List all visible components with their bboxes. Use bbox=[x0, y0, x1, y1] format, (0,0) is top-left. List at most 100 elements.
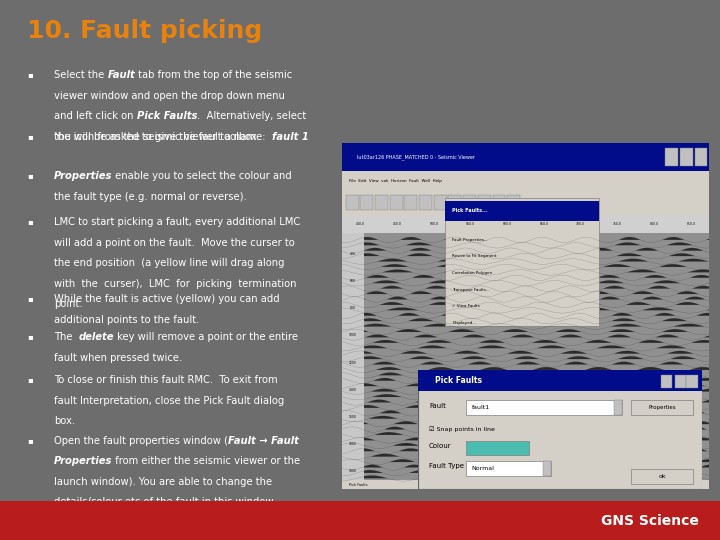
Bar bbox=[342, 215, 709, 489]
Text: ▪: ▪ bbox=[27, 375, 33, 384]
Text: Fault: Fault bbox=[429, 402, 446, 409]
Text: details/colour etc of the fault in this window.: details/colour etc of the fault in this … bbox=[54, 497, 276, 508]
Text: Fault → Fault: Fault → Fault bbox=[228, 436, 299, 446]
Text: 850.0: 850.0 bbox=[686, 222, 696, 226]
Text: Colour: Colour bbox=[429, 443, 451, 449]
Text: 650.0: 650.0 bbox=[539, 222, 549, 226]
Text: To close or finish this fault RMC.  To exit from: To close or finish this fault RMC. To ex… bbox=[54, 375, 278, 386]
Text: Resize to Fit Segment: Resize to Fit Segment bbox=[452, 254, 497, 259]
Text: and left click on: and left click on bbox=[54, 111, 137, 122]
Text: additional points to the fault.: additional points to the fault. bbox=[54, 315, 199, 325]
Text: 800: 800 bbox=[350, 306, 356, 310]
Text: Properties: Properties bbox=[54, 456, 112, 467]
Text: 1800: 1800 bbox=[349, 442, 357, 446]
Text: You will be asked to give the fault a name:: You will be asked to give the fault a na… bbox=[54, 132, 271, 143]
Text: 1400: 1400 bbox=[349, 388, 357, 392]
Text: will add a point on the fault.  Move the curser to: will add a point on the fault. Move the … bbox=[54, 238, 294, 248]
Text: enable you to select the colour and: enable you to select the colour and bbox=[112, 171, 292, 181]
Text: fault when pressed twice.: fault when pressed twice. bbox=[54, 353, 182, 363]
Text: 1200: 1200 bbox=[349, 361, 357, 365]
Bar bbox=[463, 195, 476, 211]
Text: 750.0: 750.0 bbox=[613, 222, 622, 226]
Text: 600: 600 bbox=[350, 279, 356, 283]
Bar bbox=[680, 148, 693, 166]
Text: Fault Properties...: Fault Properties... bbox=[452, 238, 487, 242]
Bar bbox=[466, 461, 552, 476]
Bar bbox=[0, 501, 720, 540]
Text: launch window). You are able to change the: launch window). You are able to change t… bbox=[54, 477, 272, 487]
Text: fault 1: fault 1 bbox=[271, 132, 309, 143]
Text: viewer window and open the drop down menu: viewer window and open the drop down men… bbox=[54, 91, 285, 101]
Bar bbox=[695, 148, 707, 166]
Text: from either the seismic viewer or the: from either the seismic viewer or the bbox=[112, 456, 301, 467]
Bar bbox=[405, 195, 418, 211]
Bar bbox=[631, 469, 693, 484]
Bar bbox=[449, 195, 462, 211]
Bar bbox=[466, 441, 528, 455]
Text: Fault Type: Fault Type bbox=[429, 463, 464, 469]
Text: lut03ar126 PHASE_MATCHED 0 - Seismic Viewer: lut03ar126 PHASE_MATCHED 0 - Seismic Vie… bbox=[356, 154, 474, 160]
Text: ▪: ▪ bbox=[27, 332, 33, 341]
Bar bbox=[466, 400, 622, 415]
Text: the fault type (e.g. normal or reverse).: the fault type (e.g. normal or reverse). bbox=[54, 192, 247, 202]
Text: ✓ View Faults: ✓ View Faults bbox=[452, 304, 480, 308]
Bar bbox=[390, 195, 402, 211]
Bar bbox=[507, 195, 520, 211]
Bar bbox=[342, 171, 709, 192]
Text: key will remove a point or the entire: key will remove a point or the entire bbox=[114, 332, 298, 342]
Text: ☑ Snap points in line: ☑ Snap points in line bbox=[429, 427, 495, 432]
Text: Correlation Polygon: Correlation Polygon bbox=[452, 271, 492, 275]
Text: Open the fault properties window (: Open the fault properties window ( bbox=[54, 436, 228, 446]
Bar bbox=[346, 195, 359, 211]
Text: 600.0: 600.0 bbox=[503, 222, 512, 226]
Text: Pick Faults: Pick Faults bbox=[137, 111, 197, 122]
Text: 1600: 1600 bbox=[349, 415, 357, 419]
Text: GNS Science: GNS Science bbox=[600, 514, 698, 528]
Bar bbox=[433, 195, 446, 211]
Bar bbox=[375, 195, 388, 211]
Text: tab from the top of the seismic: tab from the top of the seismic bbox=[135, 70, 292, 80]
Text: fault1: fault1 bbox=[472, 405, 490, 410]
Bar bbox=[342, 215, 709, 233]
Text: ▪: ▪ bbox=[27, 70, 33, 79]
Text: ▪: ▪ bbox=[27, 217, 33, 226]
Text: ▪: ▪ bbox=[27, 436, 33, 445]
Text: 400.0: 400.0 bbox=[356, 222, 365, 226]
Bar bbox=[661, 375, 672, 388]
Bar bbox=[492, 195, 505, 211]
Text: 800.0: 800.0 bbox=[649, 222, 659, 226]
Text: box.: box. bbox=[54, 416, 75, 427]
Text: Normal: Normal bbox=[472, 466, 495, 471]
Bar bbox=[631, 400, 693, 415]
Text: The: The bbox=[54, 332, 78, 342]
Bar bbox=[419, 195, 432, 211]
Text: Pick Faults: Pick Faults bbox=[349, 483, 368, 487]
Text: 550.0: 550.0 bbox=[466, 222, 475, 226]
Text: 1000: 1000 bbox=[349, 333, 357, 338]
Text: 10. Fault picking: 10. Fault picking bbox=[27, 19, 263, 43]
Bar bbox=[543, 461, 552, 476]
Text: 500.0: 500.0 bbox=[429, 222, 438, 226]
Text: delete: delete bbox=[78, 332, 114, 342]
Text: 450.0: 450.0 bbox=[392, 222, 402, 226]
Text: While the fault is active (yellow) you can add: While the fault is active (yellow) you c… bbox=[54, 294, 279, 305]
Bar bbox=[614, 400, 622, 415]
Bar bbox=[342, 233, 364, 489]
Text: 400: 400 bbox=[350, 252, 356, 256]
Bar bbox=[418, 370, 702, 392]
Text: 1900: 1900 bbox=[349, 469, 357, 474]
Text: ▪: ▪ bbox=[27, 171, 33, 180]
Text: Fault: Fault bbox=[107, 70, 135, 80]
Text: 700.0: 700.0 bbox=[576, 222, 585, 226]
Text: Pick Faults...: Pick Faults... bbox=[452, 208, 487, 213]
Text: File  Edit  View  vok  Horizon  Fault  Well  Help: File Edit View vok Horizon Fault Well He… bbox=[349, 179, 442, 183]
Text: .  Alternatively, select: . Alternatively, select bbox=[197, 111, 307, 122]
Bar bbox=[445, 198, 599, 326]
Bar bbox=[342, 480, 709, 489]
Text: Properties: Properties bbox=[54, 171, 112, 181]
Text: Properties: Properties bbox=[649, 405, 676, 410]
Bar bbox=[686, 375, 698, 388]
Text: Select the: Select the bbox=[54, 70, 107, 80]
Text: the icon from the seismic viewer toolbox.: the icon from the seismic viewer toolbox… bbox=[54, 132, 260, 142]
Text: ▪: ▪ bbox=[27, 294, 33, 303]
